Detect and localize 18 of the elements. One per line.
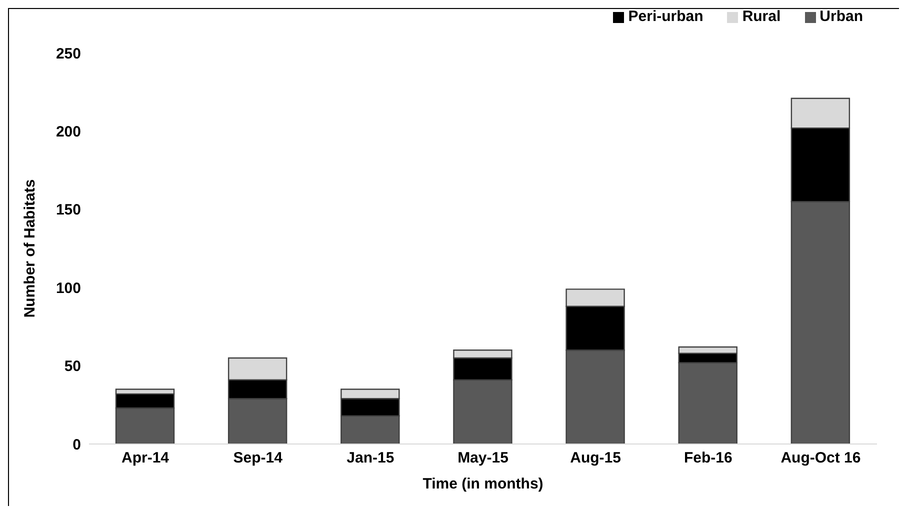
x-tick-label: Aug-Oct 16: [780, 450, 861, 467]
y-axis-title: Number of Habitats: [21, 179, 38, 318]
x-tick-label: Feb-16: [684, 450, 732, 467]
x-tick-label: Jan-15: [346, 450, 394, 467]
x-axis-title: Time (in months): [422, 476, 544, 493]
legend-label: Urban: [820, 8, 863, 25]
y-tick-label: 50: [64, 358, 81, 376]
y-tick-label: 200: [56, 124, 81, 141]
y-tick-label: 0: [72, 436, 81, 454]
y-tick-label: 250: [56, 45, 81, 62]
y-tick-label: 150: [56, 202, 81, 219]
x-tick-label: Aug-15: [570, 450, 621, 467]
x-tick-label: Apr-14: [122, 450, 170, 467]
legend-label: Rural: [742, 8, 781, 25]
legend-label: Peri-urban: [628, 8, 704, 25]
y-tick-label: 100: [56, 280, 81, 297]
x-tick-label: May-15: [458, 450, 508, 467]
x-tick-label: Sep-14: [233, 450, 284, 467]
